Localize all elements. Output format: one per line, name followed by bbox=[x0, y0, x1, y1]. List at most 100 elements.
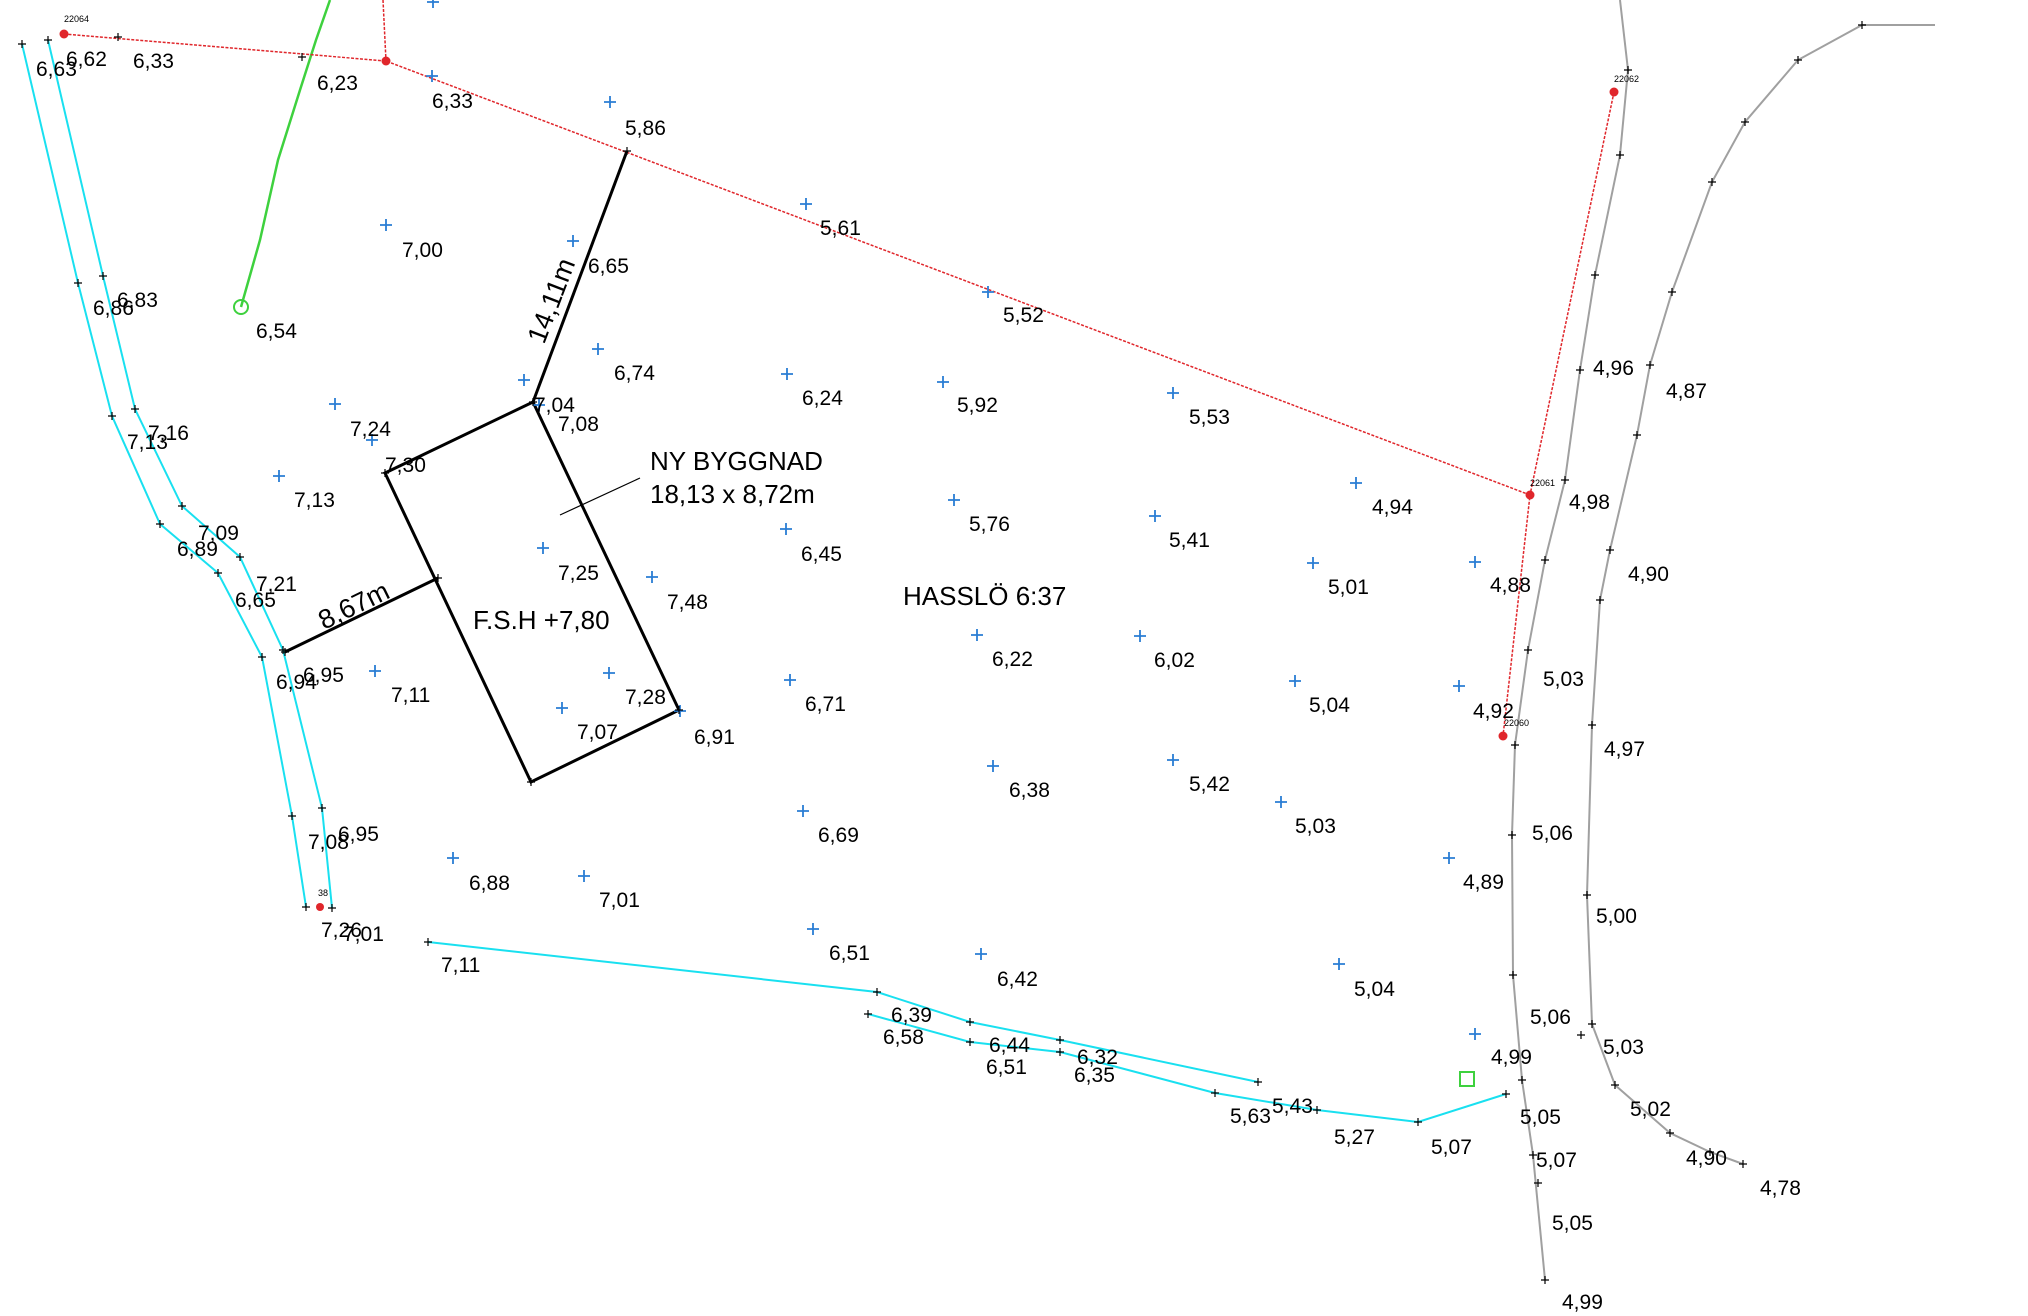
boundary-point bbox=[1498, 731, 1508, 741]
boundary-point-ids: 22064 22062 22061 22060 38 bbox=[64, 14, 1639, 898]
survey-point-cross bbox=[214, 569, 222, 577]
elevation-label: 4,89 bbox=[1463, 871, 1504, 894]
survey-point-cross bbox=[982, 286, 994, 298]
elevation-label: 5,42 bbox=[1189, 773, 1230, 796]
survey-point-cross bbox=[18, 40, 26, 48]
survey-point-cross bbox=[424, 938, 432, 946]
survey-point-cross bbox=[1511, 741, 1519, 749]
label-leader bbox=[559, 477, 641, 516]
survey-point-cross bbox=[603, 667, 615, 679]
survey-point-cross bbox=[131, 405, 139, 413]
elevation-label: 6,23 bbox=[317, 72, 358, 95]
survey-point-cross bbox=[236, 553, 244, 561]
survey-point-cross bbox=[1708, 178, 1716, 186]
survey-point-cross bbox=[518, 374, 530, 386]
elevation-label: 7,00 bbox=[402, 239, 443, 262]
elevation-label: 5,02 bbox=[1630, 1098, 1671, 1121]
elevation-label: 7,25 bbox=[558, 562, 599, 585]
survey-point-cross bbox=[1509, 971, 1517, 979]
boundary-point bbox=[316, 903, 324, 911]
elevation-label: 5,53 bbox=[1189, 406, 1230, 429]
survey-point-cross bbox=[329, 398, 341, 410]
survey-point-cross bbox=[529, 398, 537, 406]
survey-point-cross bbox=[1591, 271, 1599, 279]
elevation-label: 6,38 bbox=[1009, 779, 1050, 802]
survey-point-cross bbox=[44, 36, 52, 44]
hedge-line bbox=[239, 0, 332, 308]
boundary-top bbox=[63, 33, 1531, 496]
elevation-label: 5,03 bbox=[1295, 815, 1336, 838]
elevation-label: 7,13 bbox=[294, 489, 335, 512]
survey-point-cross bbox=[156, 520, 164, 528]
elevation-label: 6,91 bbox=[694, 726, 735, 749]
survey-point-cross bbox=[108, 412, 116, 420]
survey-point-cross bbox=[604, 96, 616, 108]
survey-point-cross bbox=[114, 33, 122, 41]
survey-point-cross bbox=[434, 574, 442, 582]
property-designation: HASSLÖ 6:37 bbox=[903, 581, 1066, 611]
survey-point-cross bbox=[426, 70, 438, 82]
survey-point-cross bbox=[1134, 630, 1146, 642]
survey-point-cross bbox=[288, 812, 296, 820]
survey-point-cross bbox=[1443, 852, 1455, 864]
elevation-label: 7,16 bbox=[148, 422, 189, 445]
survey-point-cross bbox=[1668, 288, 1676, 296]
elevation-label: 6,51 bbox=[986, 1056, 1027, 1079]
survey-point-cross bbox=[864, 1010, 872, 1018]
elevation-label: 7,26 bbox=[321, 919, 362, 942]
point-id: 22060 bbox=[1504, 718, 1529, 728]
survey-point-cross bbox=[381, 469, 389, 477]
building-outline bbox=[383, 399, 681, 785]
elevation-label: 6,65 bbox=[588, 255, 629, 278]
survey-point-cross bbox=[1469, 556, 1481, 568]
elevation-label: 6,54 bbox=[256, 320, 297, 343]
elevation-label: 6,95 bbox=[303, 664, 344, 687]
elevation-label: 7,21 bbox=[256, 573, 297, 596]
elevation-label: 6,69 bbox=[818, 824, 859, 847]
survey-point-cross bbox=[675, 706, 683, 714]
elevation-label: 7,09 bbox=[198, 522, 239, 545]
elevation-label: 5,07 bbox=[1536, 1149, 1577, 1172]
elevation-label: 6,74 bbox=[614, 362, 655, 385]
survey-point-cross bbox=[948, 494, 960, 506]
elevation-label: 5,06 bbox=[1532, 822, 1573, 845]
road-edges bbox=[21, 39, 1507, 1124]
survey-point-cross bbox=[1508, 831, 1516, 839]
elevation-label: 4,94 bbox=[1372, 496, 1413, 519]
survey-point-cross bbox=[1469, 1028, 1481, 1040]
survey-point-cross bbox=[1541, 1276, 1549, 1284]
elevation-label: 6,58 bbox=[883, 1026, 924, 1049]
elevation-label: 7,11 bbox=[441, 954, 480, 977]
elevation-label: 5,76 bbox=[969, 513, 1010, 536]
road-edge-left-inner bbox=[47, 39, 333, 909]
elevation-label: 6,83 bbox=[117, 289, 158, 312]
boundary-point bbox=[1609, 87, 1619, 97]
survey-point-cross bbox=[1741, 118, 1749, 126]
survey-point-cross bbox=[298, 53, 306, 61]
boundary-point bbox=[381, 56, 391, 66]
survey-point-cross bbox=[1583, 891, 1591, 899]
survey-point-cross bbox=[966, 1018, 974, 1026]
elevation-label: 7,48 bbox=[667, 591, 708, 614]
elevation-label: 5,03 bbox=[1543, 668, 1584, 691]
elevation-label: 6,94 bbox=[276, 671, 317, 694]
elevation-label: 7,08 bbox=[308, 831, 349, 854]
elevation-label: 7,30 bbox=[385, 454, 426, 477]
elevation-label: 4,99 bbox=[1491, 1046, 1532, 1069]
elevation-label: 4,78 bbox=[1760, 1177, 1801, 1200]
survey-point-cross bbox=[1313, 1106, 1321, 1114]
survey-point-cross bbox=[1518, 1076, 1526, 1084]
survey-point-cross bbox=[1606, 546, 1614, 554]
point-id: 22064 bbox=[64, 14, 89, 24]
survey-point-cross bbox=[258, 653, 266, 661]
elevation-label: 6,33 bbox=[133, 50, 174, 73]
elevation-label: 7,04 bbox=[534, 394, 575, 417]
elevation-label: 5,63 bbox=[1230, 1105, 1271, 1128]
survey-point-cross bbox=[427, 0, 439, 8]
elevation-label: 4,98 bbox=[1569, 491, 1610, 514]
elevation-label: 7,24 bbox=[350, 418, 391, 441]
elevation-label: 4,90 bbox=[1686, 1147, 1727, 1170]
survey-point-cross bbox=[781, 368, 793, 380]
survey-point-cross bbox=[281, 648, 289, 656]
elevation-label: 7,07 bbox=[577, 721, 618, 744]
